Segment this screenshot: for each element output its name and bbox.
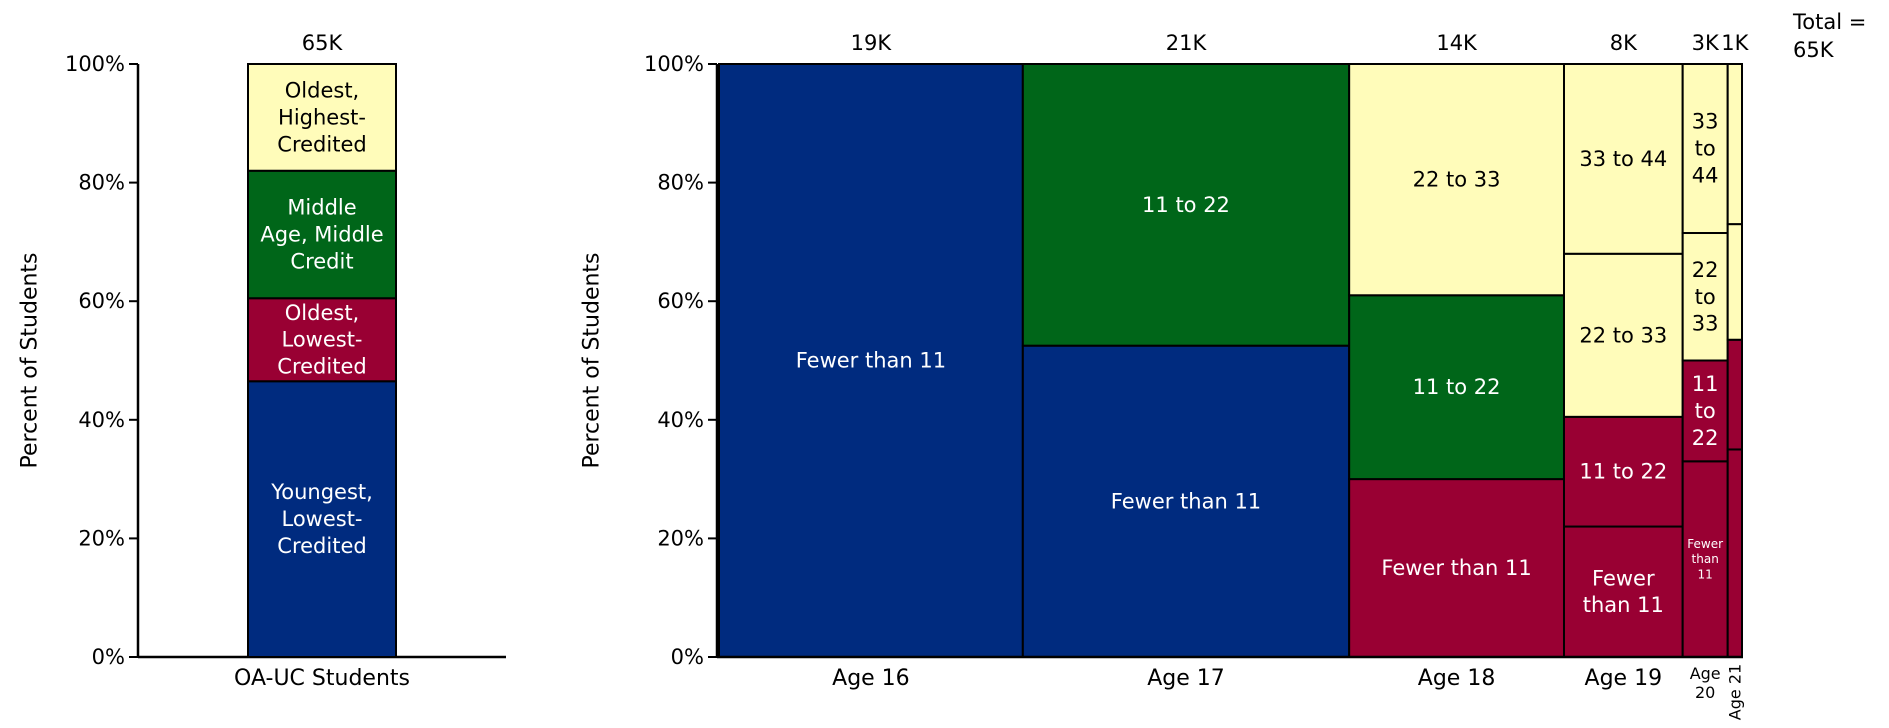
right-y-tick-label: 0% xyxy=(671,645,704,669)
left-segment-label: Credit xyxy=(290,249,353,273)
mosaic-cell xyxy=(1681,460,1729,658)
left-y-tick-label: 40% xyxy=(78,408,125,432)
left-y-tick-label: 100% xyxy=(65,52,125,76)
left-bar-segment xyxy=(247,63,397,172)
mosaic-cell xyxy=(1348,63,1565,297)
mosaic-cell xyxy=(718,63,1024,658)
mosaic-column-label: Age 17 xyxy=(1147,666,1225,691)
left-segment-label: Highest- xyxy=(278,105,366,129)
mosaic-column-total: 14K xyxy=(1436,31,1478,55)
total-note-line2: 65K xyxy=(1793,38,1835,62)
mosaic-cell-label: 11 to 22 xyxy=(1579,460,1667,484)
left-bar-segment xyxy=(247,297,397,383)
mosaic-cell xyxy=(1726,338,1743,451)
right-y-tick-label: 80% xyxy=(657,171,704,195)
mosaic-cell-label: Fewer than 11 xyxy=(1381,556,1531,580)
mosaic-cell-label: 11 xyxy=(1692,372,1719,396)
right-mosaic-chart: 0% 20% 40% 60% 80% 100% Percent of Students Few… xyxy=(580,31,1750,720)
left-y-tick-label: 60% xyxy=(78,289,125,313)
mosaic-cell xyxy=(1021,344,1351,658)
left-bar-segment xyxy=(247,380,397,658)
mosaic-cell xyxy=(1726,448,1743,659)
mosaic-column-label: Age xyxy=(1690,664,1721,683)
mosaic-cell xyxy=(1348,478,1565,658)
mosaic-column-label: 20 xyxy=(1695,683,1715,702)
mosaic-cell-label: 22 xyxy=(1692,258,1719,282)
mosaic-cell-label: 33 xyxy=(1692,312,1719,336)
mosaic-cell xyxy=(1562,63,1684,255)
left-segment-label: Credited xyxy=(277,132,366,156)
left-category-label: OA-UC Students xyxy=(234,666,410,691)
mosaic-cell xyxy=(1562,525,1684,658)
left-segment-label: Middle xyxy=(287,196,356,220)
left-y-axis-title: Percent of Students xyxy=(18,252,43,468)
right-y-tick-label: 100% xyxy=(644,52,704,76)
mosaic-column-label: Age 18 xyxy=(1418,666,1496,691)
right-y-tick-label: 60% xyxy=(657,289,704,313)
mosaic-cell-label: than 11 xyxy=(1583,593,1664,617)
left-segment-label: Lowest- xyxy=(281,507,362,531)
left-segment-label: Credited xyxy=(277,355,366,379)
mosaic-column-label: Age 19 xyxy=(1585,666,1663,691)
mosaic-cell-label: to xyxy=(1695,285,1716,309)
left-bar-segment xyxy=(247,169,397,300)
mosaic-column-label: Age 16 xyxy=(832,666,910,691)
left-stacked-chart: 0% 20% 40% 60% 80% 100% Percent of Students You… xyxy=(18,31,506,691)
right-y-tick-label: 40% xyxy=(657,408,704,432)
left-segment-label: Oldest, xyxy=(285,301,359,325)
right-y-axis-title: Percent of Students xyxy=(580,252,605,468)
mosaic-cell xyxy=(1562,415,1684,528)
mosaic-column-total: 1K xyxy=(1721,31,1749,55)
mosaic-column-total: 3K xyxy=(1692,31,1720,55)
left-segment-label: Age, Middle xyxy=(260,222,383,246)
left-y-tick-label: 20% xyxy=(78,526,125,550)
mosaic-column-label: Age 21 xyxy=(1725,664,1744,720)
left-segment-label: Oldest, xyxy=(285,78,359,102)
right-y-tick-label: 20% xyxy=(657,526,704,550)
mosaic-cell-label: 11 to 22 xyxy=(1142,193,1230,217)
mosaic-cell-label: 33 xyxy=(1692,110,1719,134)
mosaic-column-total: 19K xyxy=(851,31,893,55)
total-note-line1: Total = xyxy=(1792,10,1866,34)
mosaic-cell-label: Fewer xyxy=(1592,566,1655,590)
left-segment-label: Credited xyxy=(277,534,366,558)
mosaic-cell-label: Fewer xyxy=(1687,537,1723,551)
mosaic-cell-label: Fewer than 11 xyxy=(796,349,946,373)
mosaic-cell-label: 22 to 33 xyxy=(1579,323,1667,347)
mosaic-cell-label: 11 to 22 xyxy=(1413,375,1501,399)
mosaic-cell xyxy=(1726,223,1743,341)
mosaic-cell-label: 11 xyxy=(1698,568,1713,582)
mosaic-cell xyxy=(1681,63,1729,235)
mosaic-cell-label: to xyxy=(1695,137,1716,161)
left-segment-label: Youngest, xyxy=(270,480,373,504)
left-y-tick-label: 80% xyxy=(78,171,125,195)
mosaic-column-total: 8K xyxy=(1610,31,1638,55)
left-segment-label: Lowest- xyxy=(281,328,362,352)
mosaic-cell-label: than xyxy=(1692,552,1719,566)
mosaic-cell-label: 22 xyxy=(1692,426,1719,450)
mosaic-cell xyxy=(1562,252,1684,418)
mosaic-cell xyxy=(1348,294,1565,481)
left-total-label: 65K xyxy=(302,31,344,55)
mosaic-cell xyxy=(1021,63,1351,347)
mosaic-cell-label: 44 xyxy=(1692,163,1719,187)
mosaic-cell-label: 22 to 33 xyxy=(1413,168,1501,192)
mosaic-column-total: 21K xyxy=(1166,31,1208,55)
mosaic-cell-label: 33 to 44 xyxy=(1579,147,1667,171)
mosaic-cell-label: to xyxy=(1695,399,1716,423)
mosaic-cell-label: Fewer than 11 xyxy=(1111,489,1261,513)
left-y-tick-label: 0% xyxy=(92,645,125,669)
mosaic-cell xyxy=(1726,63,1743,226)
